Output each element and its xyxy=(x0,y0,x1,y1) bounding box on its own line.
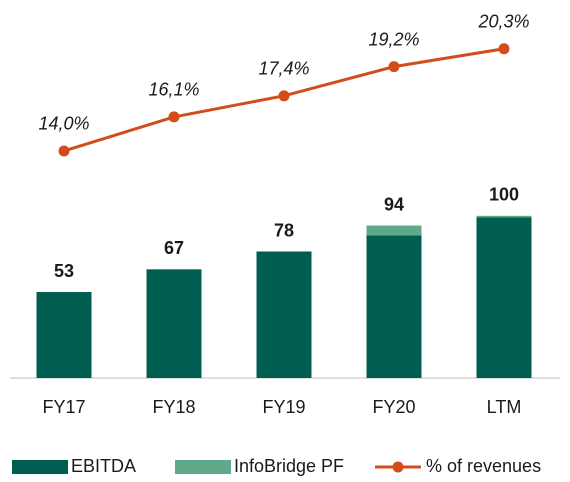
bar-segment xyxy=(476,217,532,378)
legend-marker xyxy=(392,461,404,473)
x-tick-label: FY20 xyxy=(372,397,415,417)
total-label: 53 xyxy=(54,261,74,281)
total-label: 100 xyxy=(489,185,519,205)
legend-label: InfoBridge PF xyxy=(234,456,344,476)
bar-segment xyxy=(476,215,532,218)
x-tick-label: FY18 xyxy=(152,397,195,417)
line-point xyxy=(278,90,290,102)
value-label: 16,1% xyxy=(148,80,199,100)
x-tick-label: FY19 xyxy=(262,397,305,417)
value-label: 14,0% xyxy=(38,114,89,134)
value-label: 20,3% xyxy=(477,12,529,32)
bar-segment xyxy=(366,225,422,236)
line-point xyxy=(388,61,400,73)
bar-segment xyxy=(366,235,422,378)
bar-segment xyxy=(256,251,312,378)
value-label: 17,4% xyxy=(258,59,309,79)
line-point xyxy=(58,145,70,157)
total-label: 67 xyxy=(164,238,184,258)
legend-swatch xyxy=(175,460,231,474)
legend-label: % of revenues xyxy=(426,456,541,476)
x-tick-label: FY17 xyxy=(42,397,85,417)
total-label: 78 xyxy=(274,220,294,240)
legend-swatch xyxy=(12,460,68,474)
line-point xyxy=(498,43,510,55)
total-label: 94 xyxy=(384,194,404,214)
bar-segment xyxy=(146,269,202,378)
bar-segment xyxy=(36,292,92,378)
legend-label: EBITDA xyxy=(71,456,136,476)
x-tick-label: LTM xyxy=(487,397,522,417)
value-label: 19,2% xyxy=(368,29,419,49)
line-point xyxy=(168,111,180,123)
